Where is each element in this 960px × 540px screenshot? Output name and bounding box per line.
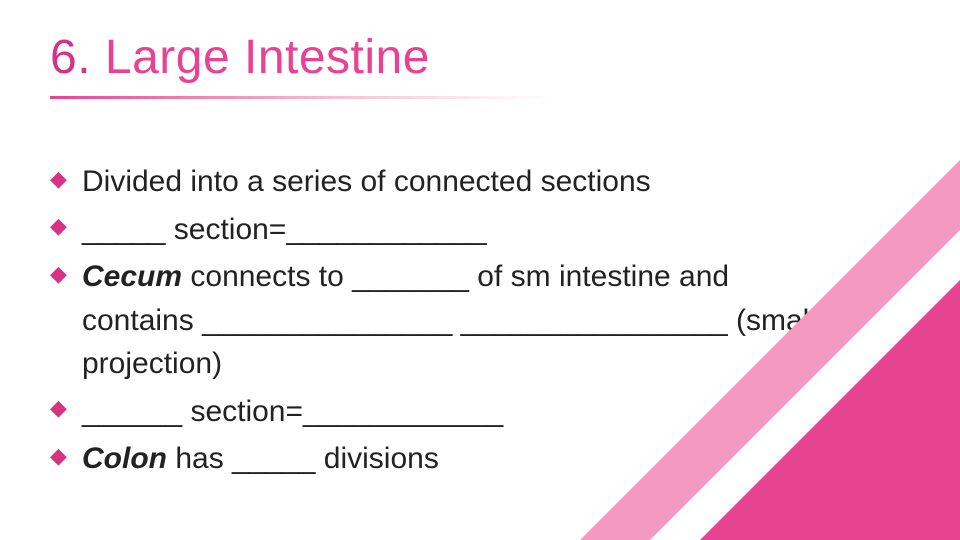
list-item: ◆ Cecum connects to _______ of sm intest… <box>50 255 830 386</box>
list-item: ◆ _____ section=____________ <box>50 208 830 252</box>
bullet-lead: Colon <box>82 442 167 475</box>
title-underline <box>50 96 550 99</box>
bullet-text: Divided into a series of connected secti… <box>82 165 651 198</box>
bullet-text: ______ section=____________ <box>82 395 503 428</box>
diamond-bullet-icon: ◆ <box>50 215 67 237</box>
diamond-bullet-icon: ◆ <box>50 168 67 190</box>
diamond-bullet-icon: ◆ <box>50 397 67 419</box>
title-number: 6. <box>50 31 91 84</box>
list-item: ◆ Divided into a series of connected sec… <box>50 160 830 204</box>
bullet-list: ◆ Divided into a series of connected sec… <box>50 160 830 481</box>
diamond-bullet-icon: ◆ <box>50 263 67 285</box>
bullet-text: has _____ divisions <box>167 442 439 475</box>
bullet-lead: Cecum <box>82 260 182 293</box>
slide: 6. Large Intestine ◆ Divided into a seri… <box>0 0 960 540</box>
bullet-text: _____ section=____________ <box>82 213 487 246</box>
title-text: Large Intestine <box>105 31 430 84</box>
diamond-bullet-icon: ◆ <box>50 445 67 467</box>
content-area: ◆ Divided into a series of connected sec… <box>50 160 830 485</box>
list-item: ◆ Colon has _____ divisions <box>50 437 830 481</box>
slide-title: 6. Large Intestine <box>50 30 430 85</box>
list-item: ◆ ______ section=____________ <box>50 390 830 434</box>
bullet-text: connects to _______ of sm intestine and … <box>82 260 816 380</box>
